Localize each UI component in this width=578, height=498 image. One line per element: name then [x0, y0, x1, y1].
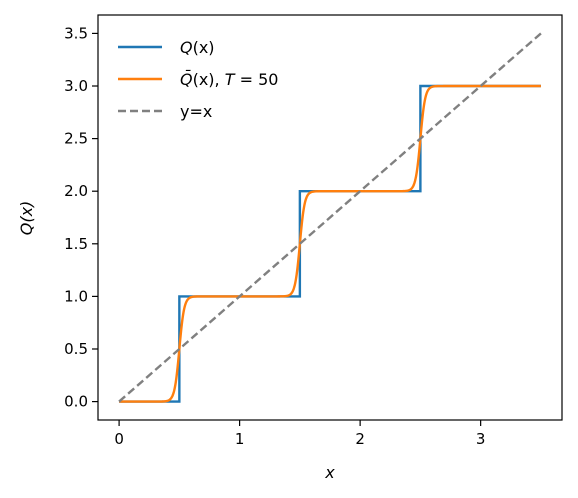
legend: Q(x) Q̄(x), T = 50 y=x: [118, 38, 278, 121]
legend-label-2: y=x: [180, 102, 212, 121]
y-tick-label: 0.0: [64, 393, 88, 411]
x-tick-label: 3: [476, 430, 486, 448]
y-tick-label: 2.0: [64, 182, 88, 200]
y-tick-label: 1.0: [64, 287, 88, 305]
x-tick-label: 2: [355, 430, 365, 448]
series-layer: [118, 32, 542, 403]
y-tick-label: 3.5: [64, 24, 88, 42]
legend-label-1: Q̄(x), T = 50: [180, 70, 278, 89]
y-axis-label: Q(x): [17, 201, 36, 236]
x-axis-label: x: [324, 463, 335, 482]
y-tick-label: 1.5: [64, 235, 88, 253]
series-line-2: [118, 32, 542, 403]
x-axis: 0 1 2 3: [114, 420, 485, 448]
plot-frame: [97, 14, 563, 421]
y-tick-label: 0.5: [64, 340, 88, 358]
y-axis: 0.0 0.5 1.0 1.5 2.0 2.5 3.0 3.5: [64, 24, 98, 411]
y-tick-label: 2.5: [64, 130, 88, 148]
legend-label-0: Q(x): [180, 38, 215, 57]
x-tick-label: 1: [235, 430, 245, 448]
x-tick-label: 0: [114, 430, 124, 448]
series-line-1: [119, 84, 541, 403]
y-tick-label: 3.0: [64, 77, 88, 95]
